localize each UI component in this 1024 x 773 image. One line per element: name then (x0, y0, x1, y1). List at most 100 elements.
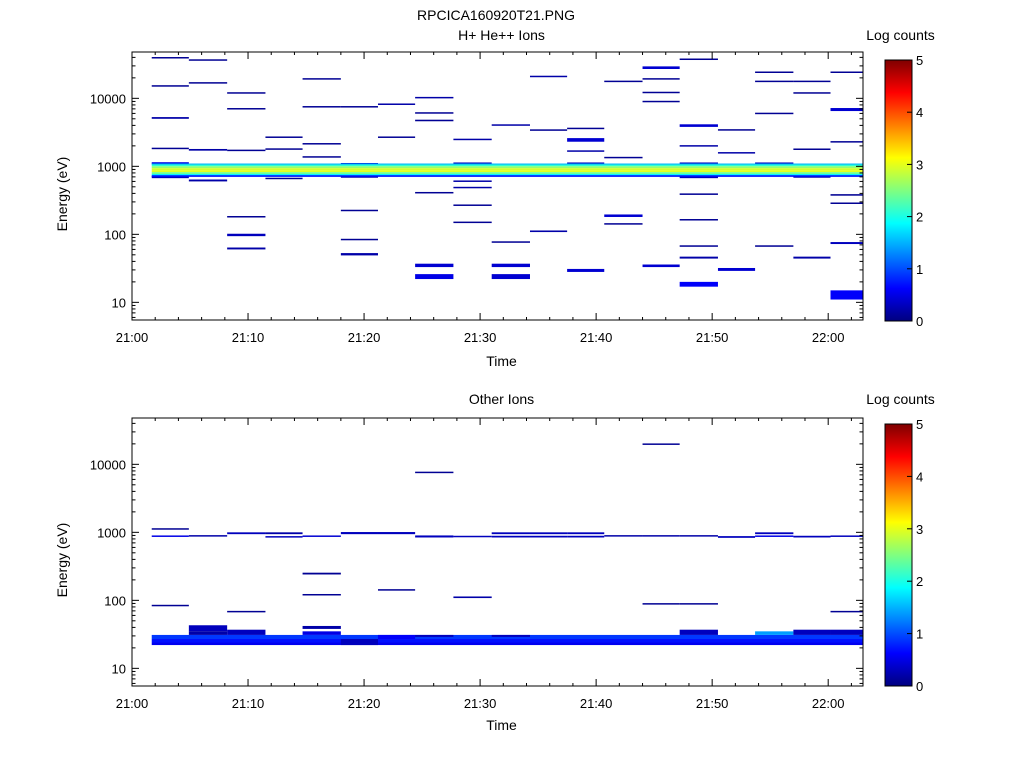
colorbar-tick-label: 4 (916, 469, 923, 484)
colorbar: 0 1 2 3 4 5 Log counts (866, 27, 935, 329)
heatmap-cell (151, 176, 189, 179)
panel-title: Other Ions (469, 391, 534, 407)
colorbar-tick-label: 2 (916, 210, 923, 225)
y-axis-label: Energy (eV) (54, 157, 70, 232)
x-tick-label: 22:00 (812, 330, 845, 345)
heatmap-cell (415, 191, 454, 194)
heatmap-cell (415, 263, 454, 268)
heatmap-cell (830, 629, 863, 635)
plot-frame (131, 51, 864, 321)
heatmap-cell (265, 536, 303, 538)
heatmap-cell (377, 136, 416, 138)
heatmap-cell (755, 245, 794, 247)
heatmap-cell (151, 528, 189, 530)
heatmap-cell (679, 176, 718, 179)
heatmap-cell (830, 202, 863, 204)
heatmap-cell (453, 180, 492, 182)
colorbar-tick-label: 4 (916, 105, 923, 120)
heatmap-cell (340, 176, 378, 178)
heatmap-cell (642, 100, 680, 103)
heatmap-cell (415, 274, 454, 280)
colorbar-gradient (884, 423, 913, 687)
heatmap-cell (604, 80, 643, 83)
heatmap-cell (679, 535, 718, 537)
colorbar-tick-label: 0 (916, 314, 923, 329)
x-axis-label: Time (486, 717, 517, 733)
heatmap-cell (151, 85, 189, 87)
heatmap-cell (151, 163, 864, 166)
heatmap-cell (227, 108, 266, 110)
heatmap-cell (567, 150, 605, 152)
heatmap-cells (151, 57, 864, 300)
heatmap-cell (755, 71, 794, 73)
heatmap-cell (415, 634, 454, 637)
heatmap-cell (377, 634, 416, 640)
heatmap-cell (679, 193, 718, 195)
heatmap-cell (604, 214, 643, 217)
heatmap-cell (340, 253, 378, 256)
heatmap-cell (415, 96, 454, 99)
x-tick-label: 21:00 (116, 696, 149, 711)
heatmap-cell (151, 147, 189, 150)
heatmap-cell (188, 179, 228, 182)
heatmap-cell (717, 129, 756, 131)
heatmap-cell (151, 639, 864, 643)
heatmap-cell (227, 92, 266, 94)
heatmap-cell (151, 166, 864, 169)
colorbar-tick-label: 1 (916, 627, 923, 642)
heatmap-cell (302, 572, 341, 575)
heatmap-cell (415, 119, 454, 122)
colorbar-tick-label: 0 (916, 679, 923, 694)
heatmap-cell (567, 535, 605, 538)
heatmap-cell (717, 152, 756, 154)
x-tick-label: 21:50 (696, 330, 729, 345)
heatmap-cell (717, 536, 756, 538)
colorbar-tick-label: 5 (916, 53, 923, 68)
heatmap-cell (679, 145, 718, 147)
heatmap-cell (604, 156, 643, 159)
heatmap-cell (340, 238, 378, 241)
heatmap-cell (151, 175, 864, 177)
heatmap-cell (491, 532, 530, 535)
heatmap-cell (679, 162, 718, 165)
heatmap-cell (453, 204, 492, 206)
heatmap-cell (188, 535, 228, 537)
y-tick-label: 10 (112, 295, 126, 310)
heatmap-cell (453, 221, 492, 224)
colorbar-gradient (884, 59, 913, 322)
heatmap-cell (679, 245, 718, 247)
heatmap-cell (679, 219, 718, 221)
x-tick-label: 22:00 (812, 696, 845, 711)
x-tick-label: 21:10 (232, 330, 265, 345)
heatmap-cell (302, 631, 341, 635)
heatmap-cell (567, 162, 605, 165)
heatmap-cell (679, 58, 718, 61)
heatmap-cell (151, 117, 189, 119)
heatmap-cell (793, 92, 831, 94)
heatmap-cell (529, 75, 568, 78)
heatmap-cell (830, 290, 863, 300)
heatmap-cell (302, 156, 341, 158)
colorbar-tick-label: 1 (916, 262, 923, 277)
heatmap-cell (642, 91, 680, 94)
x-tick-label: 21:40 (580, 696, 613, 711)
heatmap-cell (415, 471, 454, 474)
heatmap-cell (529, 532, 568, 535)
heatmap-cell (642, 603, 680, 605)
heatmap-cell (529, 535, 568, 538)
heatmap-cell (453, 162, 492, 165)
heatmap-cell (830, 610, 863, 613)
x-tick-label: 21:30 (464, 696, 497, 711)
plot-frame (131, 417, 864, 687)
heatmap-cell (302, 78, 341, 80)
heatmap-cell (491, 634, 530, 637)
heatmap-cell (491, 274, 530, 280)
heatmap-cell (567, 138, 605, 142)
heatmap-cell (302, 625, 341, 629)
heatmap-cell (793, 148, 831, 150)
heatmap-cell (151, 162, 189, 165)
heatmap-cell (567, 127, 605, 130)
heatmap-cell (755, 162, 794, 165)
heatmap-cell (679, 281, 718, 287)
heatmap-cell (830, 71, 863, 73)
